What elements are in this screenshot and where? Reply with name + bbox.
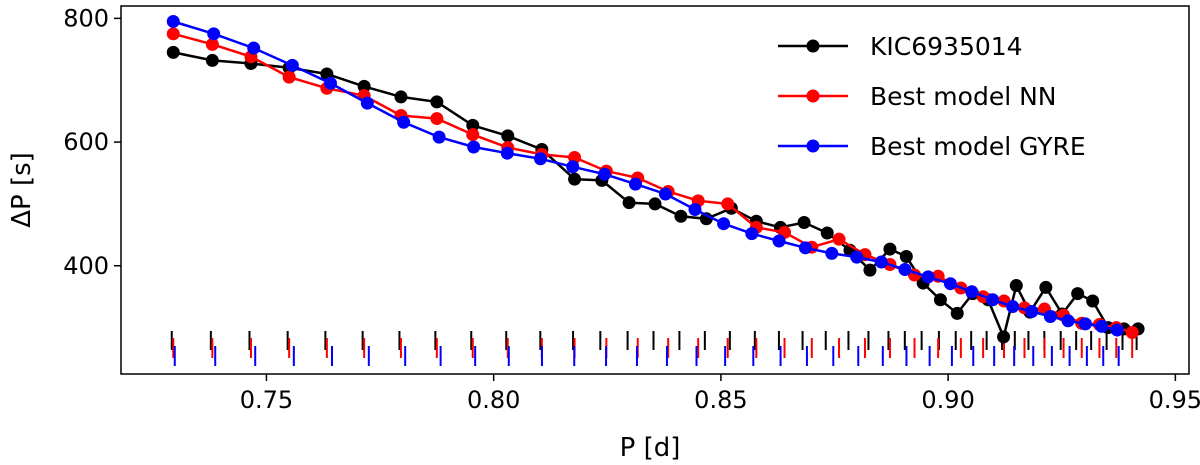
data-point — [688, 202, 702, 216]
data-point — [950, 306, 964, 320]
data-point — [832, 232, 846, 246]
data-point — [898, 262, 912, 276]
legend-label: KIC6935014 — [870, 32, 1023, 61]
legend-entry: Best model GYRE — [778, 132, 1086, 161]
y-tick-label: 600 — [63, 128, 109, 156]
data-point — [466, 118, 480, 132]
y-tick-label: 400 — [63, 252, 109, 280]
data-point — [1025, 305, 1039, 319]
data-point — [863, 263, 877, 277]
data-point — [357, 79, 371, 93]
data-point — [717, 217, 731, 231]
data-point — [1078, 317, 1092, 331]
marker-layer — [170, 331, 1138, 366]
data-point — [1039, 280, 1053, 294]
data-point — [622, 196, 636, 210]
data-point — [598, 167, 612, 181]
x-axis-label: P [d] — [620, 433, 681, 463]
data-point — [247, 41, 261, 55]
data-point — [628, 177, 642, 191]
data-point — [285, 58, 299, 72]
data-point — [1006, 300, 1020, 314]
legend-entry: KIC6935014 — [778, 32, 1023, 61]
data-point — [943, 277, 957, 291]
data-point — [1125, 326, 1139, 340]
data-point — [394, 90, 408, 104]
y-axis-label: ΔP [s] — [7, 152, 37, 228]
plot-frame — [120, 5, 1190, 375]
data-point — [533, 152, 547, 166]
data-point — [798, 241, 812, 255]
data-point — [568, 172, 582, 186]
series — [166, 14, 1124, 337]
data-point — [282, 70, 296, 84]
data-point — [432, 130, 446, 144]
data-point — [166, 27, 180, 41]
data-point — [797, 215, 811, 229]
x-tick-label: 0.75 — [240, 386, 293, 414]
data-point — [324, 76, 338, 90]
data-point — [360, 96, 374, 110]
x-axis: 0.75 0.80 0.85 0.90 0.95 — [240, 374, 1200, 414]
data-point — [820, 226, 834, 240]
data-point — [467, 140, 481, 154]
data-point — [883, 242, 897, 256]
data-point — [965, 285, 979, 299]
data-point — [997, 330, 1011, 344]
series-line — [172, 32, 1133, 334]
legend-marker — [806, 139, 820, 153]
legend-marker — [806, 39, 820, 53]
legend: KIC6935014 Best model NN Best model GYRE — [778, 32, 1086, 161]
data-point — [166, 14, 180, 28]
data-point — [674, 209, 688, 223]
data-point — [1009, 279, 1023, 293]
series-line — [172, 20, 1118, 332]
data-point — [466, 128, 480, 142]
data-point — [1043, 309, 1057, 323]
data-point — [933, 293, 947, 307]
data-point — [772, 234, 786, 248]
data-point — [1095, 319, 1109, 333]
legend-label: Best model NN — [870, 82, 1057, 111]
data-point — [1071, 287, 1085, 301]
data-point — [430, 112, 444, 126]
data-point — [207, 27, 221, 41]
data-point — [874, 255, 888, 269]
data-point — [430, 95, 444, 109]
data-point — [850, 250, 864, 264]
data-point — [825, 246, 839, 260]
data-point — [921, 270, 935, 284]
data-point — [648, 197, 662, 211]
y-axis: 400 600 800 — [63, 4, 121, 280]
data-point — [205, 53, 219, 67]
legend-label: Best model GYRE — [870, 132, 1086, 161]
data-point — [500, 146, 514, 160]
data-point — [501, 129, 515, 143]
data-point — [566, 160, 580, 174]
data-point — [658, 187, 672, 201]
data-point — [166, 45, 180, 59]
y-tick-label: 800 — [63, 4, 109, 32]
data-point — [205, 37, 219, 51]
x-tick-label: 0.90 — [921, 386, 974, 414]
legend-entry: Best model NN — [778, 82, 1057, 111]
x-tick-label: 0.85 — [694, 386, 747, 414]
data-point — [397, 115, 411, 129]
data-point — [899, 249, 913, 263]
legend-marker — [806, 89, 820, 103]
data-point — [986, 293, 1000, 307]
x-tick-label: 0.80 — [467, 386, 520, 414]
data-point — [721, 197, 735, 211]
data-point — [1110, 323, 1124, 337]
x-tick-label: 0.95 — [1149, 386, 1200, 414]
data-point — [1086, 294, 1100, 308]
data-point — [1061, 314, 1075, 328]
data-point — [745, 227, 759, 241]
series-layer — [166, 14, 1145, 344]
